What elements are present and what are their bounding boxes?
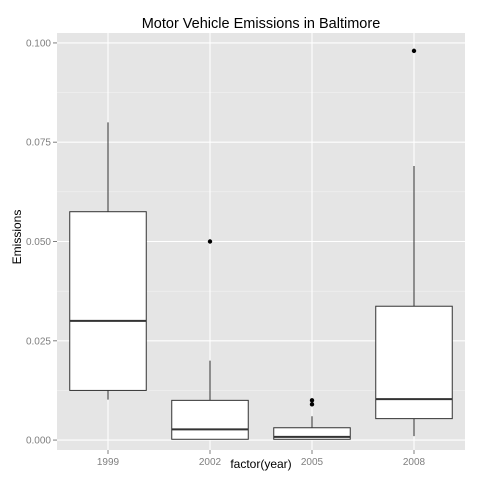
y-tick-label: 0.075 — [26, 138, 51, 149]
y-tick-label: 0.100 — [26, 38, 51, 49]
x-axis-title: factor(year) — [230, 457, 291, 471]
box-body — [375, 305, 453, 420]
box-2008 — [375, 48, 453, 437]
outlier-point — [207, 239, 213, 244]
x-tick-label: 2008 — [403, 457, 426, 468]
box-2002 — [171, 239, 249, 440]
y-tick-label: 0.000 — [26, 436, 51, 447]
x-tick-label: 2002 — [199, 457, 222, 468]
outlier-point — [411, 48, 417, 54]
box-2005 — [273, 398, 351, 440]
box-1999 — [69, 122, 147, 400]
outlier-point — [309, 402, 315, 407]
outlier-point — [309, 398, 315, 403]
y-axis-title: Emissions — [10, 210, 24, 265]
box-body — [69, 211, 147, 391]
box-body — [171, 399, 249, 440]
plot-layer: 0.000 0.025 0.050 0.075 0.100 1999 2002 2005 200… — [26, 33, 465, 468]
y-tick-label: 0.050 — [26, 237, 51, 248]
x-tick-label: 1999 — [97, 457, 120, 468]
box-body — [273, 427, 351, 440]
y-tick-label: 0.025 — [26, 336, 51, 347]
x-tick-label: 2005 — [301, 457, 324, 468]
chart-title: Motor Vehicle Emissions in Baltimore — [142, 16, 381, 32]
